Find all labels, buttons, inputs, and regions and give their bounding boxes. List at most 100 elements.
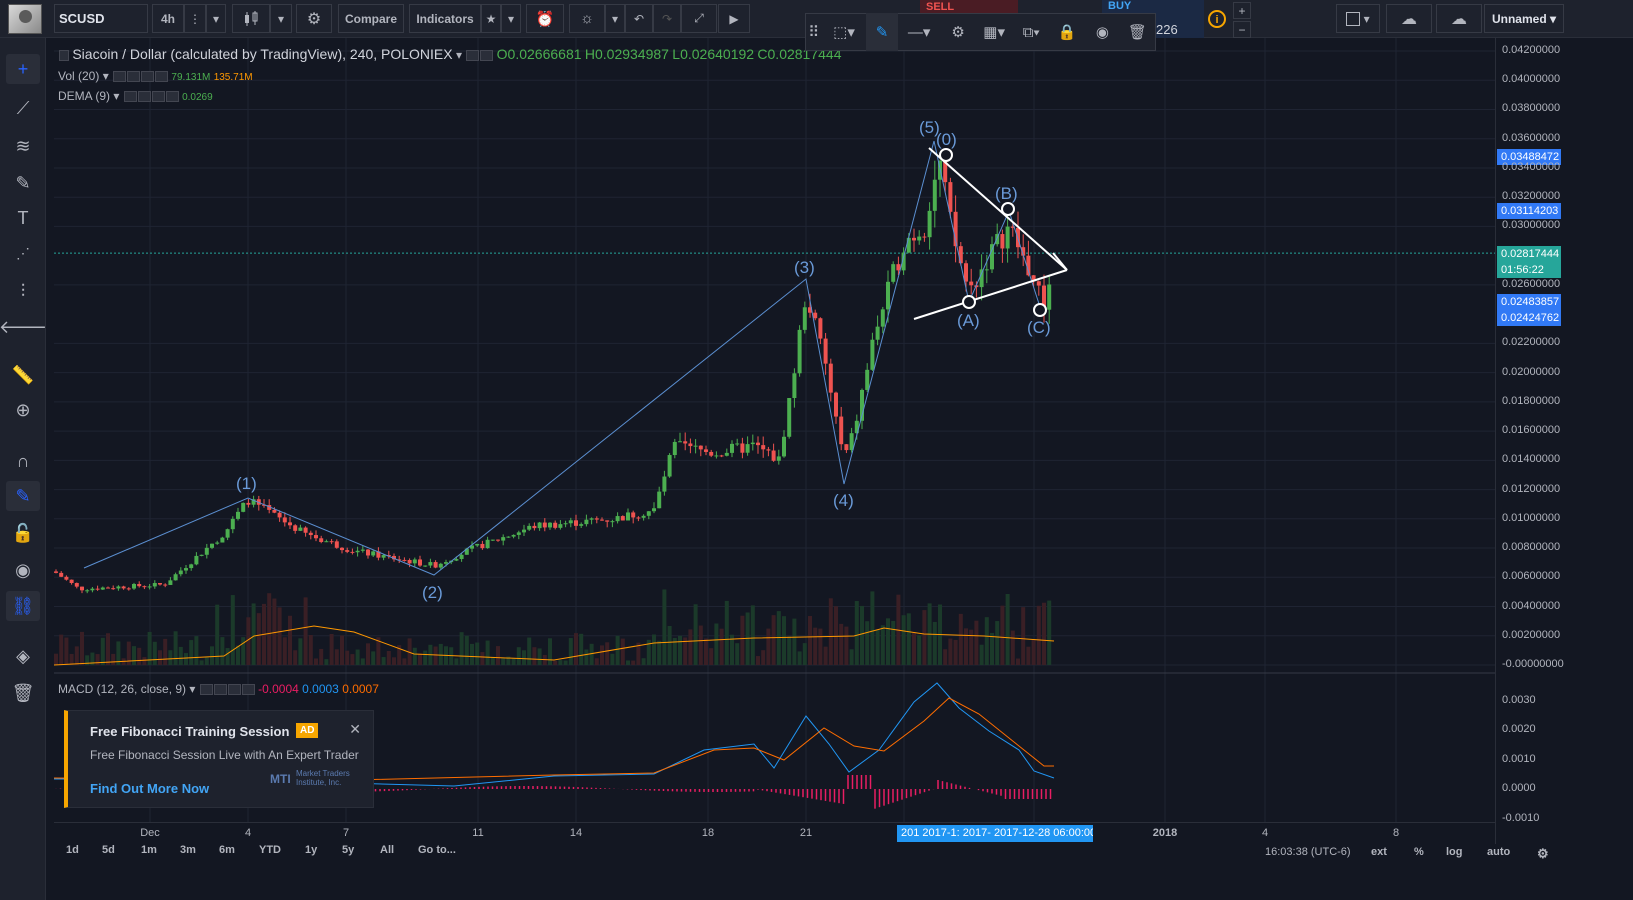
volume-bar — [620, 638, 625, 665]
minus-icon[interactable]: − — [1233, 21, 1251, 38]
interval-button[interactable]: 4h — [152, 4, 184, 33]
macd-settings-icon[interactable] — [213, 684, 227, 696]
macd-remove-icon[interactable] — [241, 684, 255, 696]
cloud-upload-icon[interactable]: ☁ — [1436, 4, 1482, 33]
clock[interactable]: 16:03:38 (UTC-6) — [1265, 846, 1351, 858]
log-toggle[interactable]: log — [1446, 846, 1463, 858]
star-icon[interactable]: ★ — [481, 4, 501, 33]
line-style-icon[interactable]: —▾ — [907, 24, 931, 41]
candle-body — [683, 441, 688, 444]
dema-settings-icon[interactable] — [137, 91, 151, 103]
dema-remove-icon[interactable] — [165, 91, 179, 103]
candles-icon[interactable] — [232, 4, 270, 33]
pattern-tool-icon[interactable]: ⋰ — [16, 244, 30, 261]
lock-drawing-mode-icon[interactable]: ✎ — [6, 481, 40, 511]
crosshair-icon[interactable]: + — [6, 54, 40, 84]
prediction-tool-icon[interactable]: ⫶ — [20, 280, 26, 301]
trend-line-icon[interactable]: ⟋ — [16, 97, 30, 118]
compare-button[interactable]: Compare — [338, 4, 404, 33]
range-all[interactable]: All — [380, 844, 395, 856]
range-6m[interactable]: 6m — [219, 844, 235, 856]
chart-properties-gear-icon[interactable]: ⚙ — [1537, 846, 1549, 861]
drawing-settings-icon[interactable]: ⚙ — [951, 24, 965, 41]
fib-tool-icon[interactable]: ≋ — [15, 135, 31, 156]
line-color-icon[interactable]: ✎ — [866, 13, 898, 51]
wave-label-5: (5) — [919, 118, 940, 137]
range-1d[interactable]: 1d — [66, 844, 79, 856]
range-5d[interactable]: 5d — [102, 844, 115, 856]
range-5y[interactable]: 5y — [342, 844, 355, 856]
delete-drawing-icon[interactable]: 🗑 — [1127, 24, 1147, 41]
price-axis[interactable]: 0.03488472 0.03114203 0.02817444 01:56:2… — [1495, 38, 1569, 844]
layers-icon[interactable]: ◈ — [16, 645, 30, 666]
arrow-left-icon[interactable]: 🡐 — [0, 316, 48, 337]
vol-add-icon[interactable] — [141, 71, 155, 83]
range-ytd[interactable]: YTD — [259, 844, 281, 856]
templates-chevron-icon[interactable]: ▾ — [501, 4, 521, 33]
range-1y[interactable]: 1y — [305, 844, 318, 856]
ideas-chevron-icon[interactable]: ▾ — [605, 4, 625, 33]
alert-clock-icon[interactable]: ⏰ — [526, 4, 564, 33]
lock-icon[interactable]: 🔒 — [1057, 24, 1077, 41]
brush-icon[interactable]: ✎ — [15, 172, 31, 193]
link-icon[interactable]: ⛓ — [6, 591, 40, 621]
interval-menu-icon[interactable]: ⋮ — [184, 4, 206, 33]
undo-icon[interactable]: ↶ — [625, 4, 653, 33]
vol-settings-icon[interactable] — [127, 71, 141, 83]
lightbulb-icon[interactable]: ☼ — [569, 4, 605, 33]
layout-name-button[interactable]: Unnamed ▾ — [1484, 4, 1564, 33]
fullscreen-icon[interactable]: ⤢ — [681, 4, 717, 33]
collapse-icon[interactable] — [59, 50, 69, 62]
title-chevron-icon[interactable]: ▾ — [455, 48, 462, 62]
goto-date-button[interactable]: Go to... — [418, 844, 456, 856]
magnet-icon[interactable]: ∩ — [16, 450, 30, 471]
volume-bar — [532, 647, 537, 665]
percent-toggle[interactable]: % — [1414, 846, 1424, 858]
eye-icon[interactable]: ◉ — [15, 559, 31, 580]
range-3m[interactable]: 3m — [180, 844, 196, 856]
vol-chevron-icon[interactable]: ▾ — [102, 69, 109, 83]
select-tool-icon[interactable]: ⬚▾ — [833, 24, 855, 41]
auto-toggle[interactable]: auto — [1487, 846, 1511, 858]
macd-eye-icon[interactable] — [199, 684, 213, 696]
sell-button[interactable]: SELL — [920, 0, 1018, 14]
time-axis[interactable]: Dec 4 7 11 14 18 21 201 2017-1: 2017- 20… — [54, 822, 1495, 844]
vol-eye-icon[interactable] — [113, 71, 127, 83]
symbol-search[interactable]: SCUSD — [54, 4, 148, 33]
dema-add-icon[interactable] — [151, 91, 165, 103]
dema-chevron-icon[interactable]: ▾ — [113, 89, 120, 103]
layout-square-icon[interactable]: ▾ — [1336, 4, 1380, 33]
zoom-in-icon[interactable]: ⊕ — [15, 399, 31, 420]
unlock-icon[interactable]: 🔓 — [11, 522, 35, 543]
range-1m[interactable]: 1m — [141, 844, 157, 856]
info-icon[interactable]: i — [1204, 4, 1230, 33]
ruler-icon[interactable]: 📏 — [11, 364, 35, 385]
user-avatar[interactable] — [8, 4, 42, 34]
ad-close-icon[interactable]: ✕ — [349, 721, 361, 737]
indicators-button[interactable]: Indicators — [409, 4, 481, 33]
macd-chevron-icon[interactable]: ▾ — [189, 682, 196, 696]
chart-type-chevron-icon[interactable]: ▾ — [270, 4, 292, 33]
cloud-download-icon[interactable]: ☁ — [1386, 4, 1432, 33]
settings-gear-icon[interactable]: ⚙ — [296, 4, 332, 33]
ext-toggle[interactable]: ext — [1371, 846, 1387, 858]
macd-add-icon[interactable] — [227, 684, 241, 696]
visibility-icon[interactable]: ▦▾ — [983, 24, 1005, 41]
legend-settings-icon[interactable] — [480, 50, 494, 62]
volume-bar — [230, 595, 235, 665]
plus-icon[interactable]: + — [1233, 2, 1251, 19]
candle-body — [662, 476, 667, 492]
legend-eye-icon[interactable] — [466, 50, 480, 62]
ad-link[interactable]: Find Out More Now — [90, 781, 210, 796]
trash-icon[interactable]: 🗑 — [11, 682, 35, 703]
replay-play-icon[interactable]: ▶ — [718, 4, 750, 33]
dema-eye-icon[interactable] — [123, 91, 137, 103]
clone-icon[interactable]: ⧉▾ — [1022, 23, 1040, 41]
hide-eye-icon[interactable]: ◉ — [1095, 24, 1109, 41]
drag-handle-icon[interactable]: ⠿ — [808, 24, 820, 41]
text-tool-icon[interactable]: T — [17, 207, 29, 228]
vol-remove-icon[interactable] — [155, 71, 169, 83]
redo-icon[interactable]: ↷ — [653, 4, 681, 33]
interval-chevron-down-icon[interactable]: ▾ — [206, 4, 226, 33]
volume-bar — [974, 620, 979, 665]
